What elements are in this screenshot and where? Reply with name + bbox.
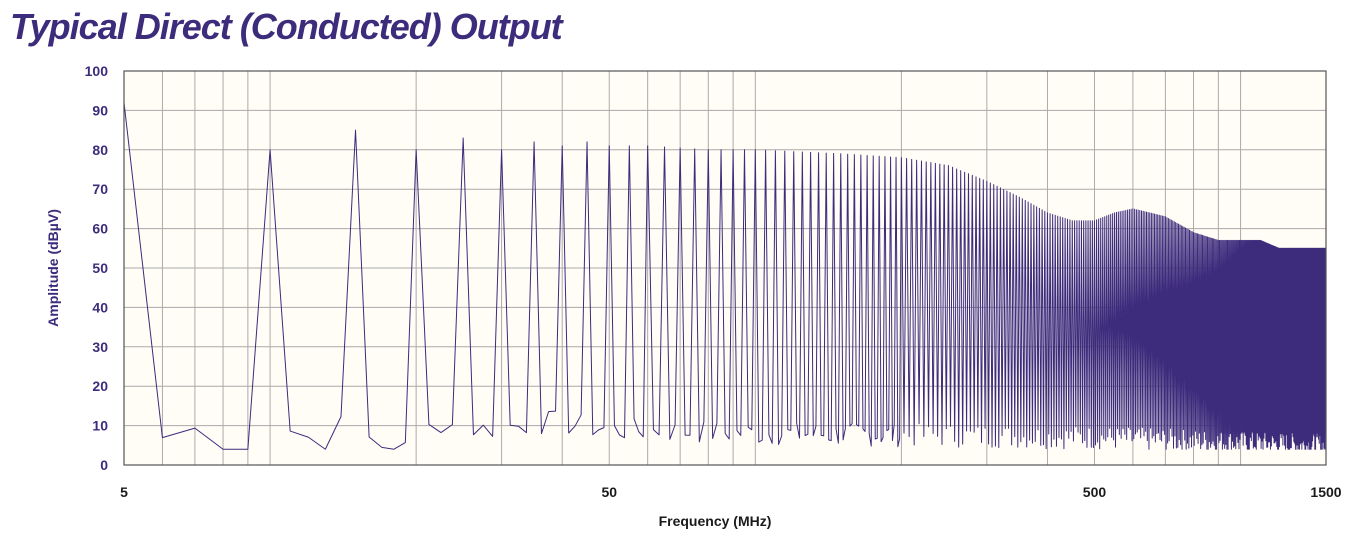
y-tick-label: 90 xyxy=(92,102,108,118)
x-tick-label: 50 xyxy=(601,484,617,500)
spectrum-line xyxy=(123,102,1327,450)
y-tick-label: 70 xyxy=(92,181,108,197)
y-axis-label: Amplitude (dBµV) xyxy=(45,209,61,327)
y-tick-label: 20 xyxy=(92,378,108,394)
x-axis-ticks: 5 50 500 1500 xyxy=(120,484,1342,500)
y-tick-label: 50 xyxy=(92,260,108,276)
x-axis-label: Frequency (MHz) xyxy=(659,513,772,529)
y-tick-label: 0 xyxy=(100,457,108,473)
y-tick-label: 100 xyxy=(85,63,109,79)
y-tick-label: 60 xyxy=(92,221,108,237)
y-axis-ticks: 0 10 20 30 40 50 60 70 80 90 100 xyxy=(85,63,109,473)
y-tick-label: 80 xyxy=(92,142,108,158)
x-tick-label: 1500 xyxy=(1310,484,1341,500)
chart-title: Typical Direct (Conducted) Output xyxy=(10,6,563,47)
y-tick-label: 40 xyxy=(92,299,108,315)
x-tick-label: 500 xyxy=(1083,484,1107,500)
plot-frame xyxy=(123,70,1327,466)
y-tick-label: 30 xyxy=(92,339,108,355)
x-tick-label: 5 xyxy=(120,484,128,500)
y-tick-label: 10 xyxy=(92,418,108,434)
